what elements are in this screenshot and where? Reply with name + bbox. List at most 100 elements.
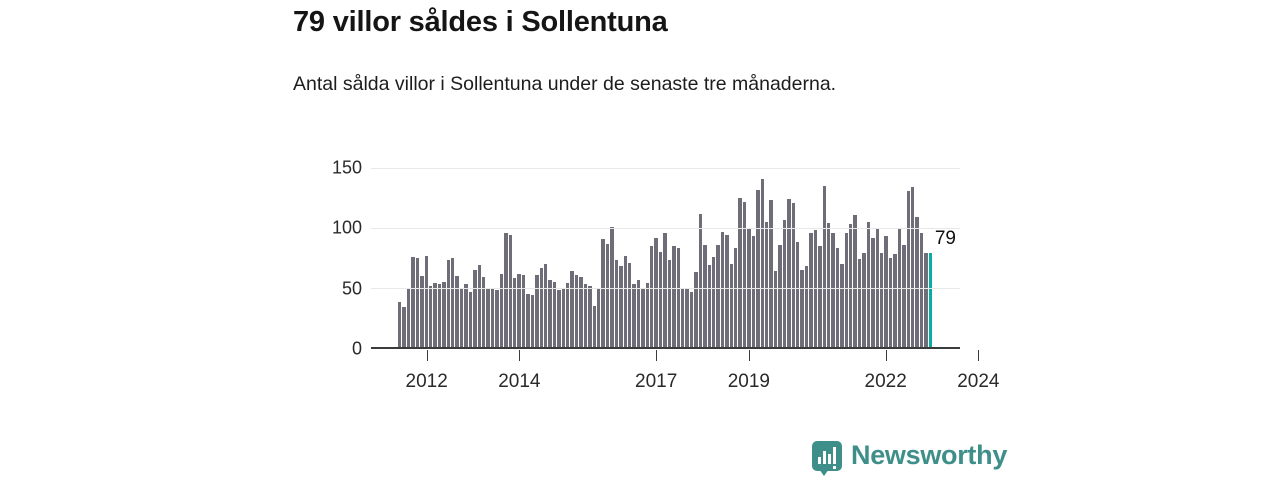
bar[interactable] xyxy=(672,246,676,348)
bar[interactable] xyxy=(729,264,734,348)
bar[interactable] xyxy=(831,232,835,348)
bar[interactable] xyxy=(919,232,924,348)
bar[interactable] xyxy=(685,288,689,348)
bar[interactable] xyxy=(411,256,415,348)
bar[interactable] xyxy=(778,244,782,348)
bar[interactable] xyxy=(446,260,451,348)
bar[interactable] xyxy=(645,283,650,348)
bar[interactable] xyxy=(490,288,495,348)
bar[interactable] xyxy=(800,270,804,348)
bar[interactable] xyxy=(884,236,888,348)
bar[interactable] xyxy=(782,219,787,348)
bar[interactable] xyxy=(552,282,557,348)
bar[interactable] xyxy=(539,267,543,348)
bar[interactable] xyxy=(707,265,711,348)
bar[interactable] xyxy=(415,258,420,348)
bar[interactable] xyxy=(826,223,831,348)
bar[interactable] xyxy=(716,244,720,348)
bar[interactable] xyxy=(725,235,729,348)
bar[interactable] xyxy=(464,284,468,348)
bar[interactable] xyxy=(579,277,583,348)
bar[interactable] xyxy=(521,274,526,348)
bar[interactable] xyxy=(548,279,552,348)
bar[interactable] xyxy=(893,254,897,348)
bar[interactable] xyxy=(915,217,919,348)
bar[interactable] xyxy=(614,260,619,348)
bar[interactable] xyxy=(566,283,570,348)
bar[interactable] xyxy=(658,252,663,348)
bar[interactable] xyxy=(442,282,446,348)
bar[interactable] xyxy=(862,253,866,348)
bar[interactable] xyxy=(504,232,508,348)
bar[interactable] xyxy=(849,224,853,348)
bar[interactable] xyxy=(517,273,521,348)
bar[interactable] xyxy=(398,302,402,348)
bar[interactable] xyxy=(477,265,482,348)
bar[interactable] xyxy=(402,307,406,348)
bar[interactable] xyxy=(795,242,800,348)
bar[interactable] xyxy=(738,198,742,348)
bar[interactable] xyxy=(844,232,849,348)
bar[interactable] xyxy=(605,243,610,348)
bar[interactable] xyxy=(910,187,915,348)
bar[interactable] xyxy=(535,274,539,348)
bar[interactable] xyxy=(451,258,455,348)
bar[interactable] xyxy=(574,274,579,348)
bar[interactable] xyxy=(791,202,795,348)
bar[interactable] xyxy=(592,306,596,348)
bar[interactable] xyxy=(787,199,791,348)
bar[interactable] xyxy=(667,260,672,348)
bar-highlighted[interactable] xyxy=(928,253,933,348)
bar[interactable] xyxy=(769,200,773,348)
bar[interactable] xyxy=(561,288,566,348)
bar[interactable] xyxy=(756,189,760,348)
bar[interactable] xyxy=(676,248,680,348)
bar[interactable] xyxy=(888,258,893,348)
bar[interactable] xyxy=(623,255,627,348)
bar[interactable] xyxy=(526,294,530,348)
bar[interactable] xyxy=(835,248,840,348)
bar[interactable] xyxy=(906,190,910,348)
bar[interactable] xyxy=(924,253,928,348)
bar[interactable] xyxy=(902,244,906,348)
bar[interactable] xyxy=(650,246,654,348)
bar[interactable] xyxy=(428,285,433,348)
bar[interactable] xyxy=(765,222,769,348)
bar[interactable] xyxy=(632,284,636,348)
bar[interactable] xyxy=(508,235,512,348)
bar[interactable] xyxy=(698,213,703,348)
bar[interactable] xyxy=(751,236,756,348)
bar[interactable] xyxy=(636,279,641,348)
bar[interactable] xyxy=(627,262,632,348)
bar[interactable] xyxy=(822,186,826,348)
bar[interactable] xyxy=(583,284,588,348)
bar[interactable] xyxy=(543,264,548,348)
bar[interactable] xyxy=(760,178,765,348)
bar[interactable] xyxy=(499,273,504,348)
bar[interactable] xyxy=(879,253,884,348)
bar[interactable] xyxy=(570,271,574,348)
bar[interactable] xyxy=(804,266,809,348)
bar[interactable] xyxy=(459,288,464,348)
bar[interactable] xyxy=(557,290,561,348)
bar[interactable] xyxy=(654,237,658,348)
bar[interactable] xyxy=(512,278,517,348)
bar[interactable] xyxy=(437,284,442,348)
bar[interactable] xyxy=(694,272,698,348)
bar[interactable] xyxy=(866,222,871,348)
bar[interactable] xyxy=(406,288,411,348)
bar[interactable] xyxy=(468,291,473,348)
bar[interactable] xyxy=(809,232,813,348)
bar[interactable] xyxy=(619,266,623,348)
bar[interactable] xyxy=(840,264,844,348)
bar[interactable] xyxy=(857,259,862,348)
bar[interactable] xyxy=(641,288,645,348)
bar[interactable] xyxy=(495,290,499,348)
bar[interactable] xyxy=(711,256,716,348)
bar[interactable] xyxy=(433,283,437,348)
bar[interactable] xyxy=(689,291,694,348)
bar[interactable] xyxy=(530,295,535,348)
bar[interactable] xyxy=(588,285,592,348)
bar[interactable] xyxy=(734,248,738,348)
bar[interactable] xyxy=(663,232,667,348)
